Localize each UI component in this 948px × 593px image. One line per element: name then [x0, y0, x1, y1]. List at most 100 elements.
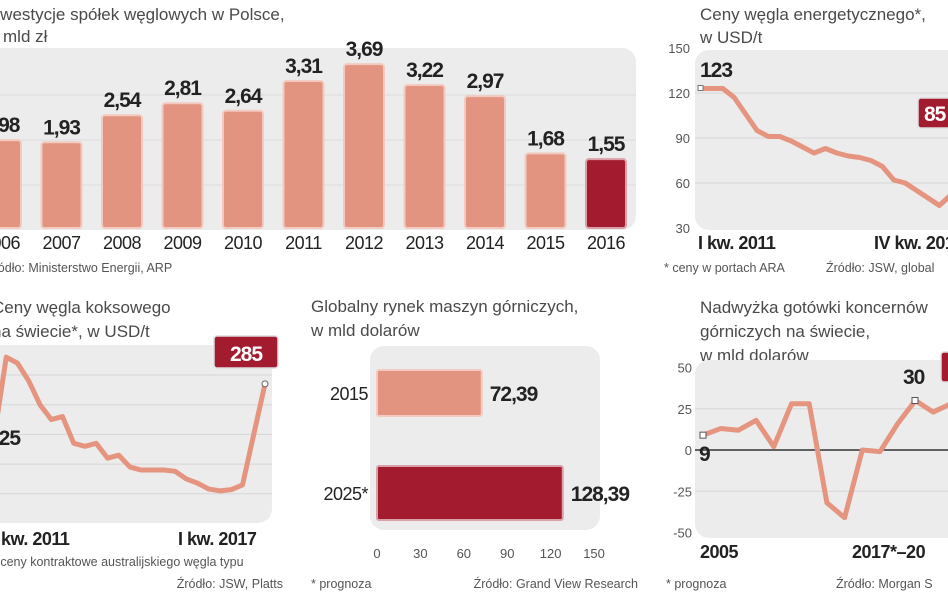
y-tick-label: -25 [673, 484, 692, 499]
bar-value-label: 2,64 [225, 85, 263, 108]
end-value-badge [940, 351, 948, 383]
y-tick-label: 30 [676, 221, 690, 236]
data-point-marker [699, 431, 707, 439]
bar-2014 [464, 95, 506, 229]
bar-2009 [161, 102, 204, 229]
source-note: Źródło: JSW, Platts [177, 576, 283, 591]
x-start-label: I kw. 2011 [0, 529, 70, 549]
y-tick-label: 60 [676, 176, 690, 191]
bar-value-label: 3,22 [406, 59, 443, 82]
source-note: Źródło: Ministerstwo Energii, ARP [0, 260, 172, 275]
end-value-label: 285 [230, 343, 263, 366]
bar-2015 [376, 369, 483, 417]
start-value-label: 9 [699, 443, 710, 466]
x-start-label: I kw. 2011 [698, 233, 776, 253]
bar-value-label: 1,93 [43, 116, 80, 139]
x-tick-label: 120 [540, 546, 562, 561]
y-tick-label: 120 [668, 86, 690, 101]
end-value-badge [213, 335, 279, 369]
x-end-label: 2017*–20 [852, 542, 926, 562]
series-line [700, 86, 948, 208]
y-tick-label: 0 [685, 443, 692, 458]
bar-value-label: 1,68 [527, 127, 565, 150]
x-tick-label: 30 [413, 546, 427, 561]
x-tick-label: 60 [457, 546, 471, 561]
bar-value-label: 2,54 [104, 89, 142, 112]
y-tick-label: 50 [678, 361, 692, 376]
bar-2025* [376, 465, 564, 521]
chart-subtitle: w mld zł [0, 27, 48, 46]
y-tick-label: -50 [673, 526, 692, 541]
start-value-label: 123 [700, 59, 732, 82]
x-tick-label: 2015 [526, 233, 565, 253]
x-tick-label: 2012 [345, 233, 384, 253]
bar-2012 [343, 63, 385, 229]
bar-value-label: 1,55 [588, 133, 626, 156]
bar-2011 [282, 80, 325, 230]
x-tick-label: 2014 [466, 233, 505, 253]
y-category-label: 2015 [330, 384, 369, 404]
bar-2007 [40, 141, 83, 229]
x-tick-label: 2006 [0, 233, 21, 253]
x-start-label: 2005 [700, 542, 739, 562]
chart-subtitle: w mld dolarów [310, 321, 420, 340]
data-point-marker [697, 85, 704, 91]
data-point-marker [911, 397, 919, 404]
bar-2016 [585, 158, 627, 229]
y-category-label: 2025* [323, 484, 368, 504]
x-tick-label: 2010 [224, 233, 263, 253]
bar-2010 [222, 109, 264, 229]
chart-title: Ceny węgla energetycznego*, [700, 5, 926, 24]
chart-subtitle: na świecie*, w USD/t [0, 322, 150, 341]
chart-title: Ceny węgla koksowego [0, 298, 171, 317]
footnote: * prognoza [311, 577, 372, 591]
y-tick-label: 90 [676, 131, 690, 146]
x-tick-label: 2008 [103, 233, 142, 253]
chart-title: Inwestycje spółek węglowych w Polsce, [0, 5, 285, 24]
chart-panel [695, 360, 948, 538]
x-end-label: I kw. 2017 [178, 529, 257, 549]
bar-value-label: 128,39 [571, 483, 630, 506]
x-tick-label: 2016 [587, 233, 626, 253]
bar-value-label: 2,81 [164, 77, 202, 100]
x-tick-label: 2009 [163, 233, 202, 253]
data-point-marker [261, 380, 269, 388]
series-line [702, 398, 948, 521]
chart-panel [695, 50, 948, 230]
end-value-label: 85 [924, 103, 947, 126]
end-value-badge [917, 97, 948, 129]
x-tick-label: 90 [500, 546, 514, 561]
y-tick-label: 25 [678, 402, 692, 417]
source-note: Źródło: JSW, global [826, 260, 934, 275]
chart-subtitle: górniczych na świecie, [700, 322, 870, 341]
bar-value-label: 3,69 [346, 38, 383, 61]
x-tick-label: 2007 [42, 233, 81, 253]
chart-subtitle: w USD/t [699, 28, 763, 47]
footnote: * prognoza [666, 577, 727, 591]
chart-title: Nadwyżka gotówki koncernów [700, 298, 928, 317]
source-note: Źródło: Grand View Research [474, 576, 638, 591]
bar-2013 [403, 84, 446, 229]
y-tick-label: 150 [668, 41, 690, 56]
peak-value-label: 30 [903, 366, 925, 389]
footnote: * ceny kontraktowe australijskiego węgla… [0, 555, 244, 569]
bar-value-label: 2,97 [467, 70, 504, 93]
x-end-label: IV kw. 2016 [874, 233, 948, 253]
start-value-label: 125 [0, 427, 21, 450]
bar-2006 [0, 139, 22, 229]
x-tick-label: 150 [583, 546, 605, 561]
x-tick-label: 2013 [405, 233, 444, 253]
source-note: Źródło: Morgan S [836, 576, 933, 591]
bar-value-label: 3,31 [285, 55, 323, 78]
bar-value-label: 1,98 [0, 114, 21, 137]
bar-2015 [524, 152, 567, 230]
bar-value-label: 72,39 [490, 383, 538, 406]
chart-title: Globalny rynek maszyn górniczych, [311, 297, 578, 316]
series-line [0, 354, 268, 494]
x-tick-label: 0 [373, 546, 380, 561]
footnote: * ceny w portach ARA [664, 261, 786, 275]
bar-2008 [101, 114, 143, 229]
x-tick-label: 2011 [285, 233, 322, 253]
